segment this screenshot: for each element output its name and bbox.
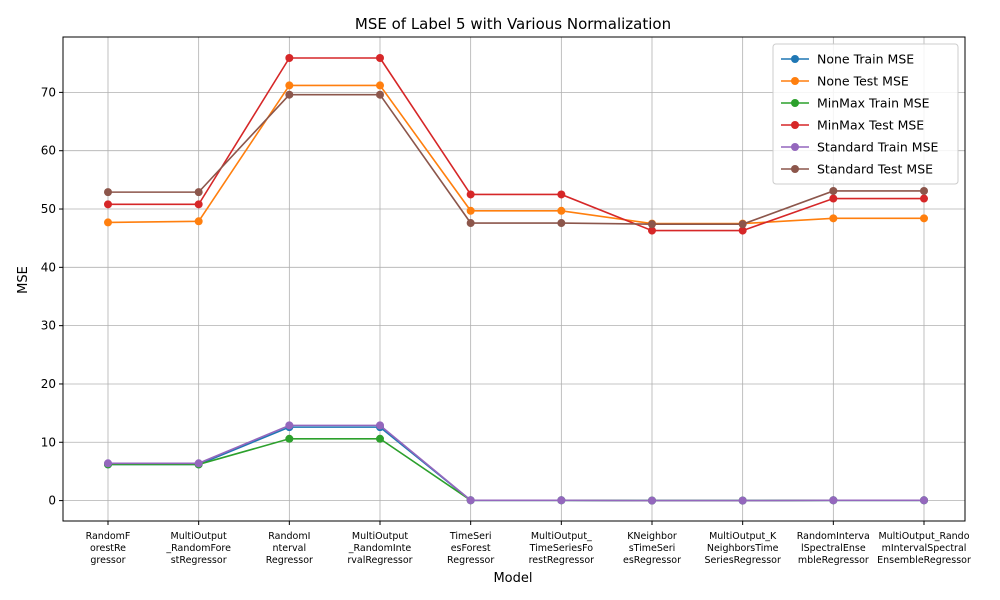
data-point (557, 190, 566, 199)
series-none-train-mse (104, 423, 928, 505)
data-point (104, 188, 112, 197)
legend-swatch-marker (791, 77, 799, 85)
axes (62, 36, 966, 522)
x-tick-label: TimeSeri esForest Regressor (447, 531, 494, 566)
data-point (829, 186, 838, 195)
data-point (376, 421, 384, 430)
series-layer (104, 53, 928, 505)
data-point (648, 220, 656, 229)
y-tick-label: 40 (41, 260, 56, 274)
data-point (920, 194, 928, 203)
data-point (285, 434, 294, 443)
x-tick-label: MultiOutput_K NeighborsTime SeriesRegresso… (704, 531, 781, 566)
legend-entry: Standard Test MSE (781, 162, 933, 177)
legend-entry: MinMax Test MSE (781, 118, 924, 133)
x-tick-label: RandomI nterval Regressor (266, 531, 313, 566)
legend-swatch-marker (791, 143, 799, 151)
y-tick-label: 0 (48, 494, 56, 508)
data-point (829, 214, 838, 223)
legend-swatch-marker (791, 165, 799, 173)
data-point (376, 90, 384, 99)
grid-lines (63, 37, 965, 521)
legend-entry: None Train MSE (781, 52, 914, 67)
y-tick-label: 70 (41, 85, 56, 99)
data-point (194, 459, 203, 468)
series-line (108, 93, 924, 225)
data-point (104, 200, 112, 209)
y-tick-label: 30 (41, 319, 56, 333)
data-point (285, 421, 294, 430)
data-point (104, 218, 112, 227)
legend-entry: Standard Train MSE (781, 140, 939, 155)
legend: None Train MSE None Test MSE MinMax Train … (772, 43, 959, 185)
data-point (194, 217, 203, 226)
data-point (648, 496, 656, 505)
series-standard-test-mse (104, 90, 928, 229)
data-point (285, 53, 294, 62)
data-point (920, 214, 928, 223)
legend-label: Standard Test MSE (817, 162, 933, 177)
series-line (108, 437, 924, 502)
data-point (738, 496, 747, 505)
y-axis-label: MSE (16, 266, 31, 294)
series-standard-train-mse (104, 421, 928, 505)
data-point (648, 226, 656, 235)
legend-label: MinMax Test MSE (817, 118, 924, 133)
x-tick-label: MultiOutput_Rando mIntervalSpectral Ensemb… (877, 531, 971, 566)
series-line (108, 424, 924, 502)
x-tick-label: MultiOutput _RandomFore stRegressor (165, 531, 231, 566)
plot-frame (62, 36, 966, 522)
series-minmax-test-mse (104, 53, 928, 235)
legend-label: Standard Train MSE (817, 140, 939, 155)
data-point (557, 496, 566, 505)
data-point (920, 186, 928, 195)
data-point (829, 194, 838, 203)
data-point (194, 188, 203, 197)
data-point (920, 496, 928, 505)
legend-label: MinMax Train MSE (817, 96, 930, 111)
series-line (108, 426, 924, 502)
data-point (557, 206, 566, 215)
data-point (376, 53, 384, 62)
legend-swatch-marker (791, 55, 799, 63)
x-tick-labels: RandomF orestRe gressor MultiOutput _RandomF… (86, 521, 971, 566)
legend-entry: MinMax Train MSE (781, 96, 930, 111)
series-minmax-train-mse (104, 434, 928, 505)
data-point (104, 459, 112, 468)
data-point (829, 496, 838, 505)
legend-label: None Train MSE (817, 52, 914, 67)
series-line (108, 57, 924, 232)
data-point (466, 219, 475, 228)
x-tick-label: MultiOutput _RandomInte rvalRegressor (347, 531, 412, 566)
y-tick-label: 10 (41, 435, 56, 449)
data-point (466, 496, 475, 505)
data-point (557, 219, 566, 228)
data-point (466, 206, 475, 215)
data-point (376, 81, 384, 90)
y-tick-label: 60 (41, 144, 56, 158)
chart-title: MSE of Label 5 with Various Normalizatio… (355, 15, 671, 33)
legend-entry: None Test MSE (781, 74, 909, 89)
y-tick-label: 20 (41, 377, 56, 391)
data-point (194, 200, 203, 209)
x-tick-label: RandomF orestRe gressor (86, 531, 131, 566)
data-point (285, 81, 294, 90)
data-point (738, 220, 747, 229)
legend-box (772, 43, 959, 185)
legend-swatch-marker (791, 99, 799, 107)
data-point (738, 226, 747, 235)
legend-label: None Test MSE (817, 74, 909, 89)
data-point (376, 434, 384, 443)
y-tick-label: 50 (41, 202, 56, 216)
y-tick-labels: 0 10 20 30 40 50 60 70 (41, 85, 63, 508)
x-tick-label: MultiOutput_ TimeSeriesFo restRegressor (529, 531, 595, 566)
x-tick-label: RandomInterva lSpectralEnse mbleRegressor (797, 531, 870, 566)
x-axis-label: Model (493, 571, 532, 586)
data-point (466, 190, 475, 199)
series-line (107, 84, 924, 225)
x-tick-label: KNeighbor sTimeSeri esRegressor (623, 531, 681, 566)
data-point (285, 90, 294, 99)
legend-swatch-marker (791, 121, 799, 129)
